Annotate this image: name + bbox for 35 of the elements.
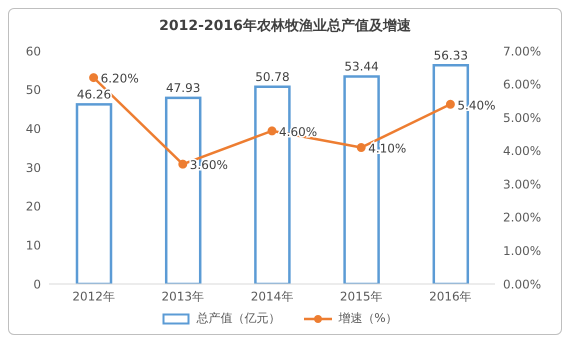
point <box>178 160 188 169</box>
legend-label: 总产值（亿元） <box>196 310 280 327</box>
y2-tick-label: 6.00% <box>503 78 542 92</box>
data-label: 47.93 <box>166 80 200 95</box>
y2-tick-label: 3.00% <box>503 177 542 192</box>
data-label: 46.26 <box>76 87 112 102</box>
data-label: 53.44 <box>344 59 379 74</box>
data-label: 50.78 <box>255 70 290 84</box>
x-tick-label: 2015年 <box>340 290 382 304</box>
y-tick-label: 60 <box>26 44 41 58</box>
x-tick-label: 2012年 <box>72 290 115 304</box>
point <box>356 143 366 152</box>
bar <box>76 103 112 284</box>
y2-tick-label: 1.00% <box>503 244 542 258</box>
y2-tick-label: 2.00% <box>503 210 542 225</box>
data-label: 6.20% <box>100 72 139 86</box>
y2-tick-label: 7.00% <box>503 44 542 58</box>
y-tick-label: 0 <box>33 277 41 292</box>
y-tick-label: 20 <box>26 200 41 214</box>
y-tick-label: 10 <box>26 238 41 252</box>
point <box>89 73 98 82</box>
x-tick-label: 2016年 <box>429 290 472 304</box>
point <box>446 100 455 109</box>
x-tick-label: 2014年 <box>250 290 294 304</box>
y2-tick-label: 0.00% <box>503 277 542 292</box>
chart-title: 2012-2016年农林牧渔业总产值及增速 <box>158 17 412 35</box>
legend-label: 增速（%） <box>338 310 398 327</box>
x-tick-label: 2013年 <box>162 290 204 304</box>
y2-tick-label: 5.00% <box>503 110 542 125</box>
y-tick-label: 50 <box>26 83 41 98</box>
data-label: 56.33 <box>434 48 468 62</box>
y2-tick-label: 4.00% <box>503 144 542 158</box>
point <box>268 126 276 136</box>
y-tick-label: 40 <box>26 122 41 136</box>
y-tick-label: 30 <box>26 160 41 175</box>
